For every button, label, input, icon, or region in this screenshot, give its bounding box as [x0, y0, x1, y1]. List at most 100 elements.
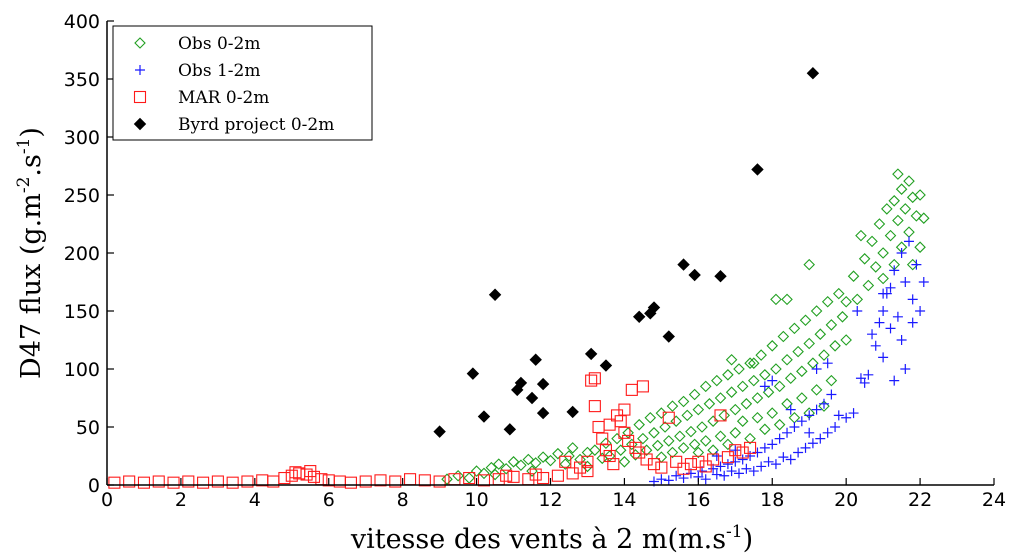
data-point — [707, 444, 719, 456]
data-point — [566, 442, 579, 454]
data-point — [662, 435, 675, 447]
data-point — [900, 277, 911, 287]
data-point — [804, 427, 815, 438]
data-point — [736, 446, 749, 459]
data-point — [830, 422, 841, 432]
data-point — [881, 203, 893, 215]
data-point — [537, 451, 549, 463]
data-point — [137, 476, 151, 489]
data-point — [722, 459, 733, 470]
data-point — [806, 66, 820, 80]
data-point — [632, 310, 646, 324]
data-point — [182, 475, 195, 488]
data-point — [588, 372, 601, 385]
data-point — [793, 447, 804, 458]
data-point — [537, 471, 550, 485]
data-point — [692, 403, 705, 416]
legend-marker — [135, 65, 145, 75]
data-point — [784, 372, 797, 385]
data-point — [581, 460, 594, 473]
data-point — [719, 470, 730, 481]
data-point — [663, 475, 674, 486]
data-point — [514, 376, 528, 390]
data-point — [515, 459, 527, 472]
data-point — [544, 454, 557, 467]
data-point — [684, 458, 697, 471]
data-point — [755, 349, 767, 361]
data-point — [584, 347, 598, 361]
data-point — [877, 272, 889, 285]
data-point — [832, 287, 845, 300]
plot-area — [108, 66, 930, 489]
data-point — [855, 229, 867, 242]
data-point — [815, 433, 826, 444]
data-point — [840, 334, 852, 346]
data-point — [915, 306, 926, 316]
y-tick-label: 0 — [88, 475, 100, 497]
data-point — [736, 415, 749, 427]
legend-marker — [134, 37, 146, 49]
data-point — [714, 269, 727, 283]
data-point — [618, 456, 631, 468]
y-tick-label: 300 — [64, 127, 100, 149]
data-point — [536, 377, 550, 391]
data-point — [167, 476, 180, 489]
y-tick-label: 200 — [64, 243, 100, 265]
data-point — [889, 265, 900, 276]
data-point — [677, 258, 690, 271]
legend-label: MAR 0-2m — [178, 88, 269, 108]
data-point — [256, 474, 269, 487]
data-point — [622, 434, 635, 447]
x-tick-label: 12 — [538, 489, 562, 511]
data-point — [725, 386, 738, 398]
data-point — [888, 195, 900, 207]
data-point — [715, 461, 726, 472]
data-point — [640, 453, 653, 466]
data-point — [688, 388, 701, 401]
data-point — [829, 340, 841, 352]
data-point — [152, 475, 165, 488]
data-point — [433, 425, 446, 438]
data-point — [611, 432, 623, 445]
data-point — [785, 404, 796, 415]
data-point — [722, 369, 734, 381]
data-point — [607, 458, 620, 471]
data-point — [763, 456, 774, 467]
data-point — [836, 311, 849, 323]
legend: Obs 0-2m Obs 1-2m MAR 0-2m Byrd project 0-2… — [112, 25, 373, 141]
data-point — [833, 410, 844, 421]
data-point — [648, 427, 660, 439]
data-point — [670, 455, 683, 468]
data-point — [767, 439, 778, 450]
data-point — [903, 226, 915, 238]
data-point — [744, 357, 756, 369]
data-point — [585, 374, 598, 387]
data-point — [747, 357, 760, 369]
data-point — [910, 210, 923, 222]
data-point — [773, 380, 786, 393]
data-point — [796, 365, 808, 378]
data-point — [811, 364, 822, 374]
data-point — [644, 411, 657, 424]
data-point — [677, 442, 690, 454]
data-point — [618, 426, 631, 439]
data-point — [714, 409, 727, 422]
data-point — [896, 335, 907, 345]
data-point — [818, 400, 830, 412]
data-point — [500, 469, 513, 482]
data-point — [759, 423, 771, 436]
data-point — [848, 408, 859, 419]
data-point — [441, 473, 453, 485]
data-point — [867, 329, 878, 340]
data-point — [759, 369, 771, 381]
series-1 — [441, 168, 930, 485]
data-point — [647, 301, 661, 314]
data-point — [711, 451, 722, 461]
data-point — [751, 411, 764, 424]
data-point — [741, 463, 752, 474]
y-axis-title: D47 flux (g.m-2.s-1) — [14, 127, 47, 379]
data-point — [826, 389, 837, 400]
data-point — [774, 433, 785, 444]
data-point — [903, 175, 915, 187]
